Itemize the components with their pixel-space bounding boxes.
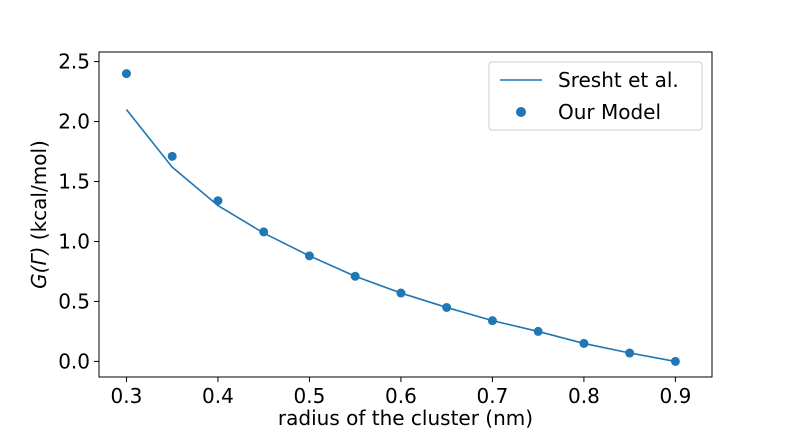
data-point-our-model xyxy=(121,69,131,79)
data-point-our-model xyxy=(167,151,177,161)
x-tick-label: 0.4 xyxy=(202,384,234,408)
series-layer xyxy=(121,69,680,366)
x-tick-label: 0.6 xyxy=(385,384,417,408)
data-point-our-model xyxy=(350,271,360,281)
x-axis-label: radius of the cluster (nm) xyxy=(278,406,533,430)
data-point-our-model xyxy=(259,227,269,237)
legend-box xyxy=(488,61,703,131)
data-point-our-model xyxy=(442,302,452,312)
x-tick-label: 0.8 xyxy=(568,384,600,408)
y-tick-label: 2.0 xyxy=(58,110,90,134)
data-point-our-model xyxy=(396,288,406,298)
legend: Sresht et al. Our Model xyxy=(488,61,703,131)
y-tick-label: 0.0 xyxy=(58,349,90,373)
x-tick-label: 0.9 xyxy=(659,384,691,408)
y-tick-label: 1.0 xyxy=(58,229,90,253)
data-point-our-model xyxy=(213,196,223,206)
plot-frame xyxy=(98,51,713,378)
y-tick-label: 0.5 xyxy=(58,289,90,313)
data-point-our-model xyxy=(625,348,635,358)
data-point-our-model xyxy=(579,338,589,348)
legend-marker-swatch xyxy=(516,107,526,117)
x-axis: 0.3 0.4 0.5 0.6 0.7 0.8 0.9 xyxy=(111,377,691,408)
data-point-our-model xyxy=(304,251,314,261)
x-tick-label: 0.5 xyxy=(294,384,326,408)
y-tick-label: 2.5 xyxy=(58,50,90,74)
y-tick-label: 1.5 xyxy=(58,170,90,194)
data-point-our-model xyxy=(487,316,497,326)
legend-label-sresht: Sresht et al. xyxy=(558,68,679,92)
x-tick-label: 0.7 xyxy=(477,384,509,408)
data-point-our-model xyxy=(533,326,543,336)
y-axis-label-unit: (kcal/mol) xyxy=(27,140,51,246)
y-axis-label: G(Γ) (kcal/mol) xyxy=(27,140,51,289)
data-point-our-model xyxy=(670,356,680,366)
y-axis-label-symbol: G(Γ) xyxy=(27,247,51,289)
x-tick-label: 0.3 xyxy=(111,384,143,408)
plot-area xyxy=(98,51,713,378)
legend-label-our-model: Our Model xyxy=(558,100,661,124)
y-axis: 0.0 0.5 1.0 1.5 2.0 2.5 xyxy=(58,50,99,373)
